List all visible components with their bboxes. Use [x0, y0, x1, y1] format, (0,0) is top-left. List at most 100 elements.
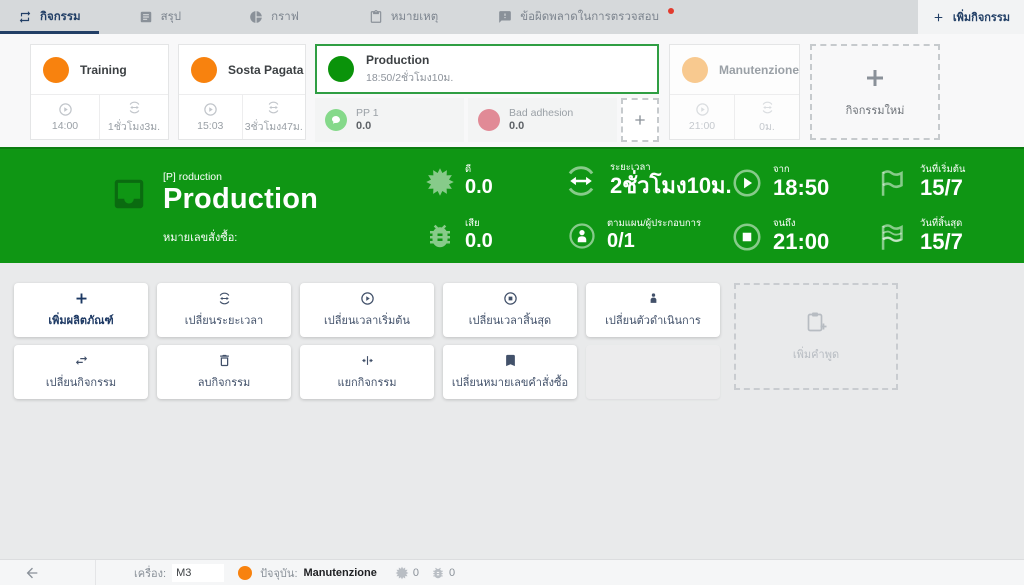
play-circle-icon [58, 103, 72, 116]
add-product-button[interactable]: เพิ่มผลิตภัณฑ์ [14, 283, 148, 337]
plus-icon [635, 115, 645, 125]
plus-icon [867, 69, 883, 86]
add-comment-tile[interactable]: เพิ่มคำพูด [734, 283, 898, 390]
scrap-bug-icon [433, 567, 443, 578]
stat-label: วันที่เริ่มต้น [920, 164, 966, 175]
stat-duration: ระยะเวลา 2ชั่วโมง10ม. [562, 162, 732, 200]
current-label: ปัจจุบัน: [260, 567, 298, 580]
banner-texts: [P] roduction Production หมายเลขสั่งซื้อ… [163, 171, 318, 246]
duration-icon [129, 101, 139, 113]
production-card-selected[interactable]: Production 18:50/2ชั่วโมง10ม. [315, 44, 659, 94]
stop-circle-icon [503, 292, 517, 305]
new-activity-label: กิจกรรมใหม่ [845, 104, 905, 117]
add-activity-label: เพิ่มกิจกรรม [952, 12, 1010, 24]
production-products-row: PP 1 0.0 Bad adhesion 0.0 [315, 98, 659, 142]
activity-cards-strip: Training 14:00 1ชั่วโมง3ม. Sosta Pagata [0, 34, 1024, 147]
product-status-dot [325, 109, 347, 131]
duration-cell: 1ชั่วโมง3ม. [99, 95, 168, 139]
back-icon[interactable] [24, 565, 40, 581]
good-burst-icon [395, 566, 409, 579]
start-time-cell: 21:00 [670, 95, 734, 139]
tab-label: กราฟ [271, 11, 299, 23]
change-activity-button[interactable]: เปลี่ยนกิจกรรม [14, 345, 148, 399]
audit-errors-icon [499, 11, 512, 23]
current-activity-dot [238, 565, 253, 580]
product-name: Bad adhesion [509, 106, 574, 119]
stat-value: 18:50 [773, 175, 830, 201]
clipboard-plus-icon [807, 312, 827, 332]
inbox-icon [114, 179, 144, 209]
tab-notes[interactable]: หมายเหตุ [351, 0, 456, 34]
person-icon [650, 293, 656, 303]
card-footer: 15:03 3ชั่วโมง47ม. [179, 94, 305, 139]
activity-card-production: Production 18:50/2ชั่วโมง10ม. PP 1 0.0 [315, 44, 659, 142]
tab-activities[interactable]: กิจกรรม [0, 0, 99, 34]
tab-graph[interactable]: กราฟ [231, 0, 317, 34]
stat-value: 21:00 [773, 229, 830, 255]
tab-summary[interactable]: สรุป [121, 0, 200, 34]
change-end-time-button[interactable]: เปลี่ยนเวลาสิ้นสุด [443, 283, 577, 337]
add-activity-button[interactable]: เพิ่มกิจกรรม [917, 0, 1024, 34]
stat-until: จนถึง 21:00 [731, 218, 830, 256]
tab-label: ข้อผิดพลาดในการตรวจสอบ [520, 11, 659, 23]
split-activity-button[interactable]: แยกกิจกรรม [300, 345, 434, 399]
stat-label: ระยะเวลา [610, 161, 651, 173]
duration-icon [219, 292, 229, 305]
scrap-bug-icon [430, 224, 450, 248]
product-texts: Bad adhesion 0.0 [509, 107, 573, 134]
button-label: เปลี่ยนกิจกรรม [45, 377, 117, 389]
button-label: เพิ่มผลิตภัณฑ์ [48, 315, 114, 327]
card-footer: 21:00 0ม. [670, 94, 799, 139]
activity-card-training[interactable]: Training 14:00 1ชั่วโมง3ม. [30, 44, 169, 140]
product-pp1[interactable]: PP 1 0.0 [315, 98, 464, 142]
button-label: เปลี่ยนตัวดำเนินการ [605, 315, 701, 327]
good-burst-icon [426, 168, 454, 196]
change-order-number-button[interactable]: เปลี่ยนหมายเลขคำสั่งซื้อ [443, 345, 577, 399]
start-time: 14:00 [51, 120, 79, 132]
empty-action-button [586, 345, 720, 399]
change-start-time-button[interactable]: เปลี่ยนเวลาเริ่มต้น [300, 283, 434, 337]
product-name: PP 1 [356, 106, 379, 119]
change-duration-button[interactable]: เปลี่ยนระยะเวลา [157, 283, 291, 337]
duration-icon [268, 101, 279, 113]
activity-title: Production [366, 52, 430, 67]
activity-card-sosta-pagata[interactable]: Sosta Pagata 15:03 3ชั่วโมง47ม. [178, 44, 306, 140]
play-circle-icon [695, 103, 709, 116]
activity-status-dot [191, 56, 217, 83]
add-product-tile[interactable] [621, 98, 659, 142]
duration: 3ชั่วโมง47ม. [244, 120, 303, 133]
activity-subtitle: 18:50/2ชั่วโมง10ม. [366, 71, 454, 84]
split-icon [361, 356, 373, 365]
activity-card-manutenzione[interactable]: Manutenzione 21:00 0ม. [669, 44, 800, 140]
stat-value: 0/1 [607, 230, 635, 253]
activity-status-dot [43, 56, 69, 83]
product-bad-adhesion[interactable]: Bad adhesion 0.0 [468, 98, 617, 142]
activity-title: Manutenzione [719, 62, 799, 77]
statusbar-divider [95, 560, 96, 585]
tab-label: หมายเหตุ [390, 11, 439, 23]
add-comment-label: เพิ่มคำพูด [792, 349, 840, 361]
stat-value: 15/7 [920, 229, 963, 255]
button-label: เปลี่ยนหมายเลขคำสั่งซื้อ [451, 377, 569, 389]
stat-label: ตามแผน/ผู้ประกอบการ [607, 218, 702, 229]
new-activity-tile[interactable]: กิจกรรมใหม่ [810, 44, 940, 140]
delete-activity-button[interactable]: ลบกิจกรรม [157, 345, 291, 399]
summary-icon [140, 11, 151, 23]
product-texts: PP 1 0.0 [356, 107, 379, 134]
production-card-texts: Production 18:50/2ชั่วโมง10ม. [366, 53, 453, 86]
duration-cell: 3ชั่วโมง47ม. [241, 95, 306, 139]
tab-audit-errors[interactable]: ข้อผิดพลาดในการตรวจสอบ [480, 0, 692, 34]
tab-label: สรุป [160, 11, 182, 23]
card-header: Training [31, 45, 168, 94]
stat-end-date: วันที่สิ้นสุด 15/7 [876, 218, 963, 256]
play-circle-icon [733, 169, 761, 197]
order-number-label: หมายเลขสั่งซื้อ: [163, 232, 238, 245]
duration-icon [568, 166, 594, 196]
stat-operators: ตามแผน/ผู้ประกอบการ 0/1 [567, 218, 702, 253]
change-operator-button[interactable]: เปลี่ยนตัวดำเนินการ [586, 283, 720, 337]
stat-label: วันที่สิ้นสุด [920, 218, 963, 229]
start-flag-icon [881, 170, 903, 197]
product-value: 0.0 [509, 119, 525, 132]
duration: 1ชั่วโมง3ม. [107, 120, 161, 133]
